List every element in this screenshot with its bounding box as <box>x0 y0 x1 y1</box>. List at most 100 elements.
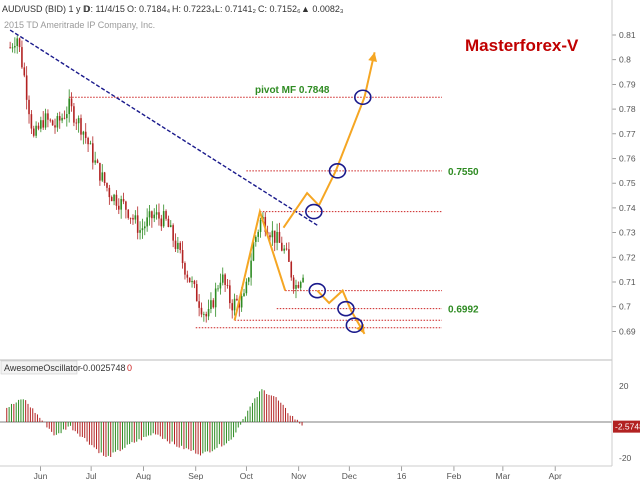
candle-body <box>243 293 245 297</box>
candle-body <box>283 248 285 251</box>
x-tick-label: Nov <box>291 471 307 480</box>
candle-body <box>103 172 106 183</box>
candle-body <box>264 216 267 232</box>
candle-body <box>94 160 96 163</box>
candle-body <box>49 119 52 121</box>
candle-body <box>285 248 288 250</box>
candle-body <box>210 300 212 310</box>
candle-body <box>240 296 243 308</box>
target-circle <box>337 300 355 317</box>
candle-body <box>51 120 54 126</box>
target-circle <box>354 89 372 106</box>
symbol-label[interactable]: AUD/USD (BID) 1 y D <box>2 4 90 14</box>
candle-body <box>37 125 40 129</box>
candle-body <box>167 218 170 227</box>
candle-body <box>207 309 210 317</box>
candle-body <box>193 280 196 285</box>
time-x-axis: Jun Jul Aug Sep Oct Nov Dec 16 Feb Mar Apr <box>0 465 612 480</box>
candle-body <box>273 230 276 243</box>
candle-body <box>203 313 205 315</box>
candle-body <box>129 217 132 219</box>
bullish-arrowhead <box>368 52 378 63</box>
y-tick-label: 0.76 <box>619 154 636 164</box>
oscillator-name-box[interactable] <box>0 360 78 375</box>
candle-body <box>54 125 56 128</box>
candle-body <box>174 240 177 249</box>
candle-body <box>28 99 30 115</box>
target-circle <box>345 317 364 334</box>
candle-body <box>169 225 172 227</box>
x-tick-label: Jun <box>34 471 48 480</box>
candle-body <box>92 143 94 163</box>
candle-body <box>195 284 198 302</box>
candle-body <box>113 194 115 202</box>
chart-header: AUD/USD (BID) 1 y D D: 11/4/15 O: 0.7184… <box>2 4 344 30</box>
oscillator-zero-marker: 0 <box>127 363 132 373</box>
candle-body <box>250 260 252 278</box>
y-tick-label: 0.81 <box>619 30 636 40</box>
y-tick-label: 0.75 <box>619 178 636 188</box>
x-tick-label: Sep <box>188 471 203 480</box>
candle-body <box>153 214 156 219</box>
candle-body <box>42 120 44 128</box>
candle-body <box>101 172 104 181</box>
price-chart: pivot MF 0.7848 0.7550 0.6992 <box>9 29 479 335</box>
x-tick-label: Apr <box>549 471 562 480</box>
candle-body <box>155 212 158 215</box>
candle-body <box>134 215 137 220</box>
candle-body <box>236 298 238 301</box>
oscillator-name[interactable]: AwesomeOscillator <box>4 363 81 373</box>
candle-body <box>229 285 231 304</box>
candle-body <box>247 277 250 282</box>
price-y-axis: 0.81 0.8 0.79 0.78 0.77 0.76 0.75 0.74 0.73 0.72 0… <box>612 30 636 336</box>
candle-body <box>191 280 193 283</box>
copyright-text: 2015 TD Ameritrade IP Company, Inc. <box>4 20 155 30</box>
candle-body <box>151 211 153 219</box>
target-circle <box>308 282 327 299</box>
candle-body <box>122 199 125 202</box>
high-label: H: 0.7223₄ <box>172 4 215 14</box>
oscillator-badge-label: -2.5748 <box>615 422 640 432</box>
brand-title: Masterforex-V <box>465 36 579 55</box>
candle-body <box>224 274 226 285</box>
x-tick-label: 16 <box>397 471 407 480</box>
pivot-level-label: pivot MF 0.7848 <box>255 85 330 96</box>
candle-body <box>172 225 174 241</box>
candle-body <box>77 118 80 124</box>
y-tick-label: 0.69 <box>619 326 636 336</box>
y-tick-label: 0.77 <box>619 129 636 139</box>
candle-body <box>108 187 111 198</box>
candle-body <box>106 182 108 188</box>
candle-body <box>226 284 229 286</box>
candle-body <box>136 215 139 233</box>
open-label: O: 0.7184₄ <box>127 4 171 14</box>
candle-body <box>66 114 68 119</box>
candle-body <box>233 298 236 311</box>
candle-body <box>143 226 146 229</box>
candle-body <box>127 209 130 218</box>
oscillator-tick-label: -20 <box>619 453 632 463</box>
candle-body <box>179 242 182 251</box>
date-label: D: 11/4/15 <box>84 4 125 14</box>
oscillator-bars <box>6 389 303 458</box>
candle-body <box>35 125 37 136</box>
candle-body <box>214 288 217 308</box>
candle-body <box>181 250 184 264</box>
price-levels: pivot MF 0.7848 0.7550 0.6992 <box>69 85 479 329</box>
candle-body <box>14 45 16 48</box>
candle-body <box>68 98 70 115</box>
target-circles <box>305 89 372 334</box>
candle-body <box>16 38 19 46</box>
candle-body <box>32 128 35 136</box>
candle-body <box>288 249 290 262</box>
candle-body <box>259 219 262 232</box>
y-tick-label: 0.71 <box>619 277 636 287</box>
price-level-label: 0.7550 <box>448 167 479 178</box>
x-tick-label: Feb <box>447 471 462 480</box>
candle-body <box>212 300 215 308</box>
candle-body <box>295 284 297 289</box>
candle-body <box>25 75 28 100</box>
candle-body <box>84 131 87 138</box>
candle-body <box>160 218 163 227</box>
